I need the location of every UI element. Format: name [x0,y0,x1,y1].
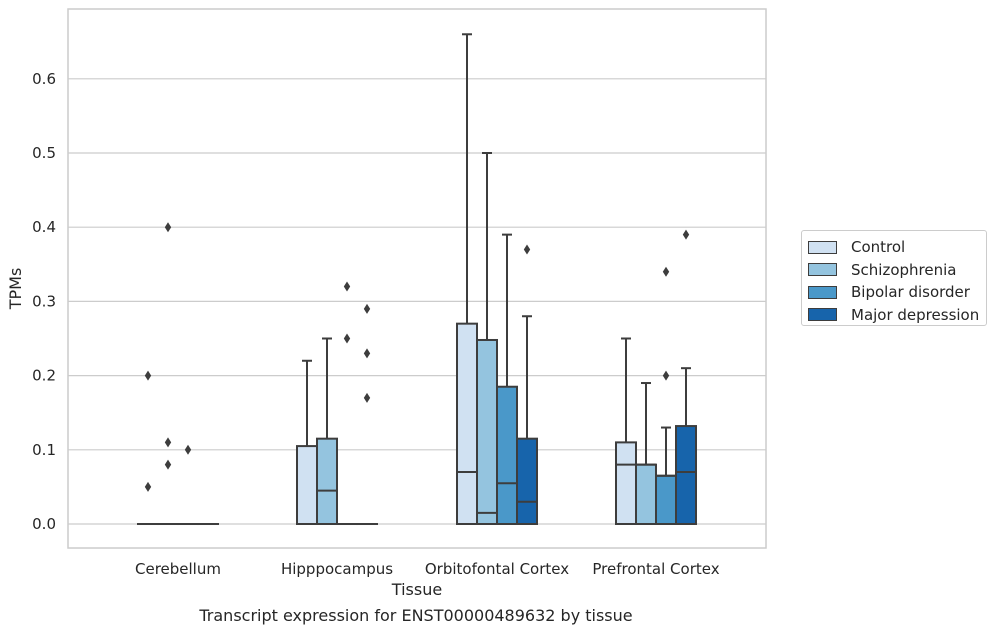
box [296,445,318,525]
outlier-point [343,333,351,344]
y-tick-label: 0.1 [32,441,56,459]
box [635,463,657,526]
y-tick-label: 0.2 [32,367,56,385]
box [516,437,538,526]
y-axis-label: TPMs [6,268,25,311]
legend-item: Schizophrenia [808,259,986,282]
legend-item: Bipolar disorder [808,281,986,304]
legend-label: Control [851,238,906,257]
x-tick-label: Orbitofontal Cortex [425,560,569,578]
outlier-point [164,459,172,470]
outlier-point [363,392,371,403]
legend-item: Major depression [808,304,986,327]
x-tick-label: Hipppocampus [281,560,393,578]
legend-label: Schizophrenia [851,260,957,279]
outlier-point [144,370,152,381]
legend-swatch [808,285,837,299]
y-tick-label: 0.0 [32,515,56,533]
box [316,437,338,526]
outlier-point [662,266,670,277]
box [655,474,677,525]
outlier-point [184,444,192,455]
outlier-point [144,481,152,492]
x-axis-label: Tissue [391,580,442,599]
outlier-point [523,244,531,255]
y-tick-label: 0.5 [32,144,56,162]
legend-item: Control [808,236,986,259]
legend-swatch [808,263,837,277]
outlier-point [164,222,172,233]
legend-swatch [808,240,837,254]
chart-caption: Transcript expression for ENST0000048963… [199,606,633,625]
plot-area [68,9,766,548]
box [456,322,478,525]
x-tick-label: Prefrontal Cortex [592,560,719,578]
outlier-point [662,370,670,381]
legend-label: Major depression [851,305,980,324]
box [675,425,697,525]
legend-label: Bipolar disorder [851,283,970,302]
y-tick-label: 0.6 [32,70,56,88]
legend-swatch [808,308,837,322]
y-tick-label: 0.4 [32,218,56,236]
outlier-point [164,437,172,448]
plot-frame [67,8,767,549]
y-tick-label: 0.3 [32,292,56,310]
box [615,441,637,526]
outlier-point [343,281,351,292]
box [496,385,518,526]
legend: Control Schizophrenia Bipolar disorder Majo… [801,230,987,326]
x-tick-label: Cerebellum [135,560,221,578]
outlier-point [363,348,371,359]
outlier-point [682,229,690,240]
box [476,338,498,526]
outlier-point [363,303,371,314]
